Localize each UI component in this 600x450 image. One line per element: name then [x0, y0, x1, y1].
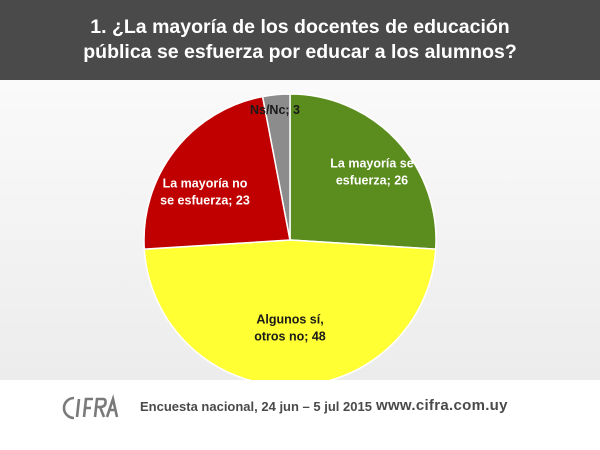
- pie-label-2: La mayoría no se esfuerza; 23: [160, 177, 250, 208]
- pie-label-1: Algunos sí, otros no; 48: [254, 313, 326, 344]
- website-url[interactable]: www.cifra.com.uy: [376, 397, 508, 414]
- footer: [0, 380, 600, 450]
- pie-label-3-line-0: Ns/Nc; 3: [250, 103, 300, 117]
- pie-label-0-line-1: esfuerza; 26: [336, 174, 408, 188]
- pie-label-1-line-0: Algunos sí,: [256, 313, 323, 327]
- pie-slices: [143, 93, 437, 380]
- pie-slice-0: [289, 93, 437, 250]
- pie-slice-3: [261, 93, 291, 241]
- pie-label-2-line-0: La mayoría no: [163, 177, 248, 191]
- chart-title-line-2: pública se esfuerza por educar a los alu…: [83, 41, 517, 63]
- pie-slice-2: [143, 95, 291, 250]
- pie-label-3: Ns/Nc; 3: [250, 103, 300, 117]
- pie-chart: La mayoría se esfuerza; 26 Algunos sí, otro…: [143, 93, 437, 380]
- pie-label-2-line-1: se esfuerza; 23: [160, 194, 250, 208]
- pie-labels: La mayoría se esfuerza; 26 Algunos sí, otro…: [160, 103, 414, 344]
- pie-label-0: La mayoría se esfuerza; 26: [330, 157, 413, 188]
- pie-label-1-line-1: otros no; 48: [254, 330, 326, 344]
- title-banner: 1. ¿La mayoría de los docentes de educac…: [0, 0, 600, 80]
- survey-info: Encuesta nacional, 24 jun – 5 jul 2015: [140, 399, 372, 414]
- cifra-logo: [62, 394, 119, 420]
- pie-slice-1: [143, 239, 437, 380]
- pie-label-0-line-0: La mayoría se: [330, 157, 413, 171]
- chart-title-line-1: 1. ¿La mayoría de los docentes de educac…: [90, 16, 510, 38]
